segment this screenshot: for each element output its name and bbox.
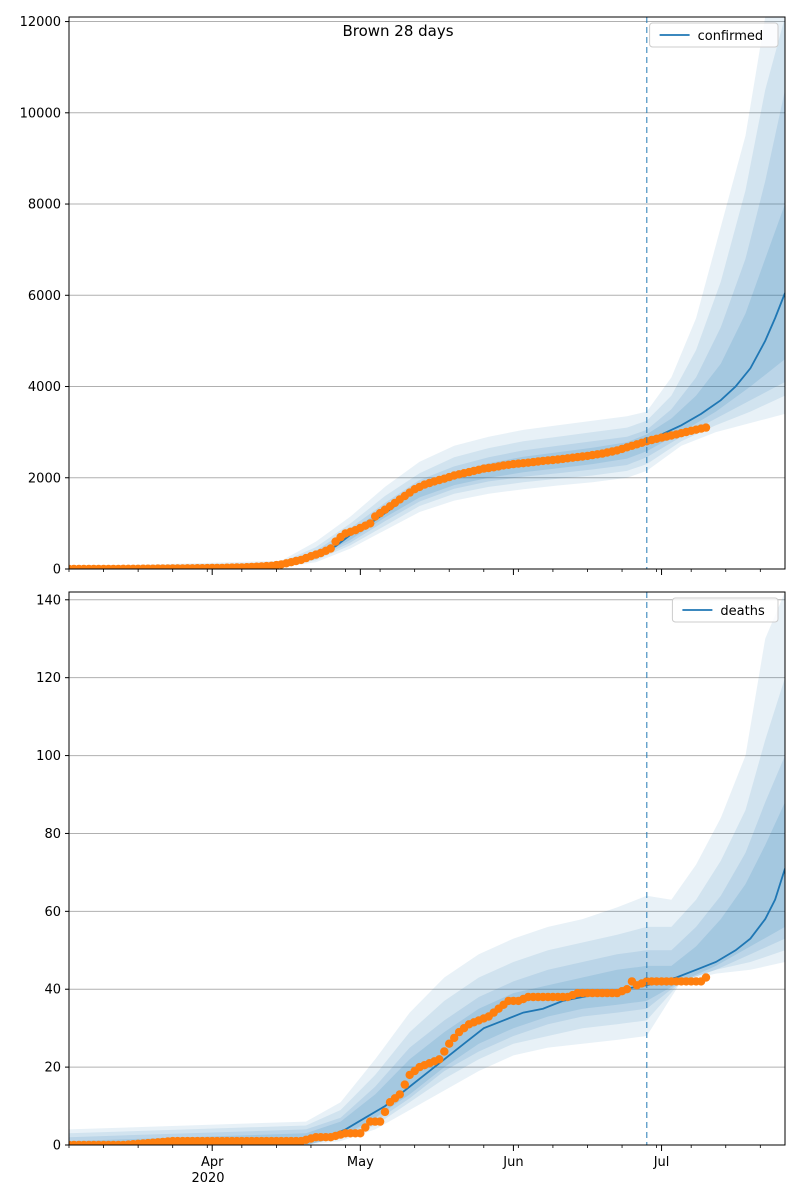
- observed-point: [326, 544, 335, 553]
- uncertainty-band: [69, 802, 785, 1145]
- x-tick-label: Jun: [502, 1155, 523, 1170]
- observed-point: [440, 1047, 449, 1056]
- observed-point: [701, 423, 711, 432]
- uncertainty-band: [69, 17, 785, 569]
- observed-point: [445, 1039, 454, 1048]
- y-tick-label: 40: [44, 983, 61, 998]
- x-axis-year-label: 2020: [191, 1171, 224, 1186]
- observed-point: [622, 985, 632, 994]
- y-tick-label: 0: [53, 1139, 61, 1154]
- uncertainty-band: [69, 677, 785, 1145]
- y-tick-label: 140: [36, 593, 61, 608]
- x-tick-label: May: [347, 1155, 374, 1170]
- y-tick-label: 80: [44, 827, 61, 842]
- x-tick-label: Apr: [201, 1155, 224, 1170]
- chart-title: Brown 28 days: [342, 22, 453, 40]
- legend-box: [649, 22, 779, 48]
- y-tick-label: 2000: [28, 471, 61, 486]
- observed-point: [450, 1033, 459, 1043]
- legend-box: [671, 597, 779, 623]
- legend-label: deaths: [720, 604, 765, 619]
- y-tick-label: 0: [53, 563, 61, 578]
- x-tick-label: Jul: [653, 1155, 670, 1170]
- axes-frame: [68, 16, 786, 570]
- plot-area: [69, 592, 785, 1145]
- observed-point: [400, 1080, 409, 1089]
- observed-point: [356, 1129, 365, 1138]
- observed-point: [701, 973, 711, 982]
- legend-label: confirmed: [698, 29, 764, 44]
- panel-1: 0 20 40 60 80 100 120 140 Apr May Jun Jul deaths: [36, 591, 786, 1170]
- series-line-deaths: [69, 868, 785, 1145]
- y-tick-label: 120: [36, 671, 61, 686]
- y-tick-label: 10000: [20, 106, 61, 121]
- observed-point: [435, 1055, 444, 1064]
- y-tick-label: 60: [44, 905, 61, 920]
- observed-point: [375, 1117, 385, 1126]
- panel-0: 0 2000 4000 6000 8000 10000 12000 confirmed: [20, 15, 786, 578]
- uncertainty-band: [69, 592, 785, 1145]
- y-tick-label: 100: [36, 749, 61, 764]
- uncertainty-band: [69, 90, 785, 569]
- observed-point: [395, 1090, 404, 1099]
- y-tick-label: 4000: [28, 380, 61, 395]
- y-tick-label: 8000: [28, 198, 61, 213]
- y-tick-label: 6000: [28, 289, 61, 304]
- observed-point: [380, 1107, 390, 1117]
- axes-frame: [68, 591, 786, 1146]
- observed-point: [361, 1123, 370, 1132]
- plot-area: [69, 17, 785, 569]
- observed-point: [366, 519, 375, 528]
- y-tick-label: 12000: [20, 15, 61, 30]
- y-tick-label: 20: [44, 1061, 61, 1076]
- uncertainty-band: [69, 17, 785, 569]
